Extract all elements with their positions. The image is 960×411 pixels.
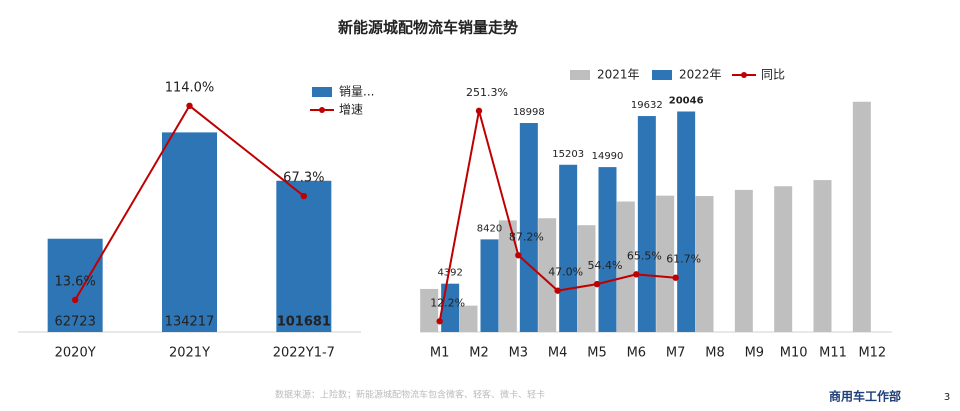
line-value-label: 251.3% bbox=[466, 86, 508, 99]
bar bbox=[656, 195, 675, 332]
x-tick-label: M1 bbox=[430, 346, 450, 361]
x-tick-label: 2021Y bbox=[169, 346, 210, 361]
bar bbox=[559, 164, 578, 332]
bar bbox=[598, 167, 617, 332]
x-tick-label: M4 bbox=[548, 346, 568, 361]
bar bbox=[637, 116, 656, 332]
line-value-label: 54.4% bbox=[588, 259, 623, 272]
bar bbox=[441, 283, 460, 332]
bar bbox=[480, 239, 499, 332]
bar-value-label: 134217 bbox=[165, 315, 215, 330]
page-number: 3 bbox=[944, 392, 950, 403]
brand: 商用车工作部 bbox=[829, 389, 901, 404]
slide-title: 新能源城配物流车销量走势 bbox=[338, 19, 518, 37]
x-tick-label: M8 bbox=[705, 346, 725, 361]
bar-value-label: 8420 bbox=[477, 223, 502, 234]
bar-value-label: 18998 bbox=[513, 107, 545, 118]
legend-swatch bbox=[570, 70, 590, 80]
bar-value-label: 14990 bbox=[592, 151, 624, 162]
line-marker bbox=[71, 296, 79, 304]
bar bbox=[538, 218, 557, 332]
bar bbox=[276, 180, 332, 332]
line-marker bbox=[186, 102, 193, 110]
bar-value-label: 4392 bbox=[437, 268, 462, 279]
bar-value-label: 19632 bbox=[631, 100, 663, 111]
legend-swatch bbox=[312, 87, 332, 97]
line-value-label: 87.2% bbox=[509, 230, 544, 243]
x-tick-label: M9 bbox=[745, 346, 765, 361]
x-tick-label: 2020Y bbox=[55, 346, 96, 361]
legend-label: 同比 bbox=[761, 68, 785, 82]
x-tick-label: M12 bbox=[858, 346, 886, 361]
line-value-label: 47.0% bbox=[548, 266, 583, 279]
line-marker bbox=[593, 280, 601, 288]
line-marker bbox=[515, 252, 522, 259]
bar bbox=[813, 180, 832, 332]
bar bbox=[577, 225, 596, 332]
legend-marker bbox=[319, 107, 325, 113]
x-tick-label: M5 bbox=[587, 346, 607, 361]
bar bbox=[852, 101, 871, 333]
x-tick-label: M11 bbox=[819, 346, 847, 361]
line-marker bbox=[300, 192, 308, 200]
bar bbox=[47, 238, 103, 332]
bar bbox=[459, 305, 478, 332]
legend-label: 销量... bbox=[339, 85, 374, 99]
source-note: 数据来源：上险数；新能源城配物流车包含微客、轻客、微卡、轻卡 bbox=[275, 389, 545, 401]
bar-value-label: 101681 bbox=[277, 315, 331, 330]
x-tick-label: 2022Y1-7 bbox=[273, 346, 335, 361]
bar bbox=[420, 288, 439, 332]
bar bbox=[498, 220, 517, 332]
x-tick-label: M10 bbox=[780, 346, 808, 361]
line-marker bbox=[475, 107, 483, 115]
bar bbox=[774, 186, 793, 332]
bar bbox=[519, 123, 538, 332]
bar bbox=[616, 201, 635, 332]
bar-value-label: 62723 bbox=[54, 315, 95, 330]
line-marker bbox=[554, 287, 561, 294]
line-value-label: 67.3% bbox=[283, 171, 324, 186]
x-tick-label: M6 bbox=[627, 346, 647, 361]
bar-value-label: 20046 bbox=[669, 95, 704, 106]
legend-label: 增速 bbox=[339, 103, 363, 117]
line-value-label: 61.7% bbox=[666, 253, 701, 266]
line-marker bbox=[672, 274, 679, 281]
line-marker bbox=[436, 318, 443, 325]
bar bbox=[162, 132, 217, 332]
x-tick-label: M7 bbox=[666, 346, 686, 361]
legend-swatch bbox=[652, 70, 672, 80]
legend-marker bbox=[741, 72, 747, 78]
line-value-label: 114.0% bbox=[165, 80, 215, 95]
line-value-label: 65.5% bbox=[627, 249, 662, 262]
legend-label: 2021年 bbox=[597, 68, 640, 82]
x-tick-label: M3 bbox=[509, 346, 529, 361]
line-marker bbox=[633, 271, 640, 278]
x-tick-label: M2 bbox=[469, 346, 489, 361]
line-value-label: 13.6% bbox=[55, 274, 96, 289]
bar bbox=[734, 189, 753, 332]
bar-value-label: 15203 bbox=[552, 149, 584, 160]
legend-label: 2022年 bbox=[679, 68, 722, 82]
bar bbox=[677, 111, 696, 332]
bar bbox=[695, 196, 714, 332]
line-value-label: 12.2% bbox=[430, 296, 465, 309]
